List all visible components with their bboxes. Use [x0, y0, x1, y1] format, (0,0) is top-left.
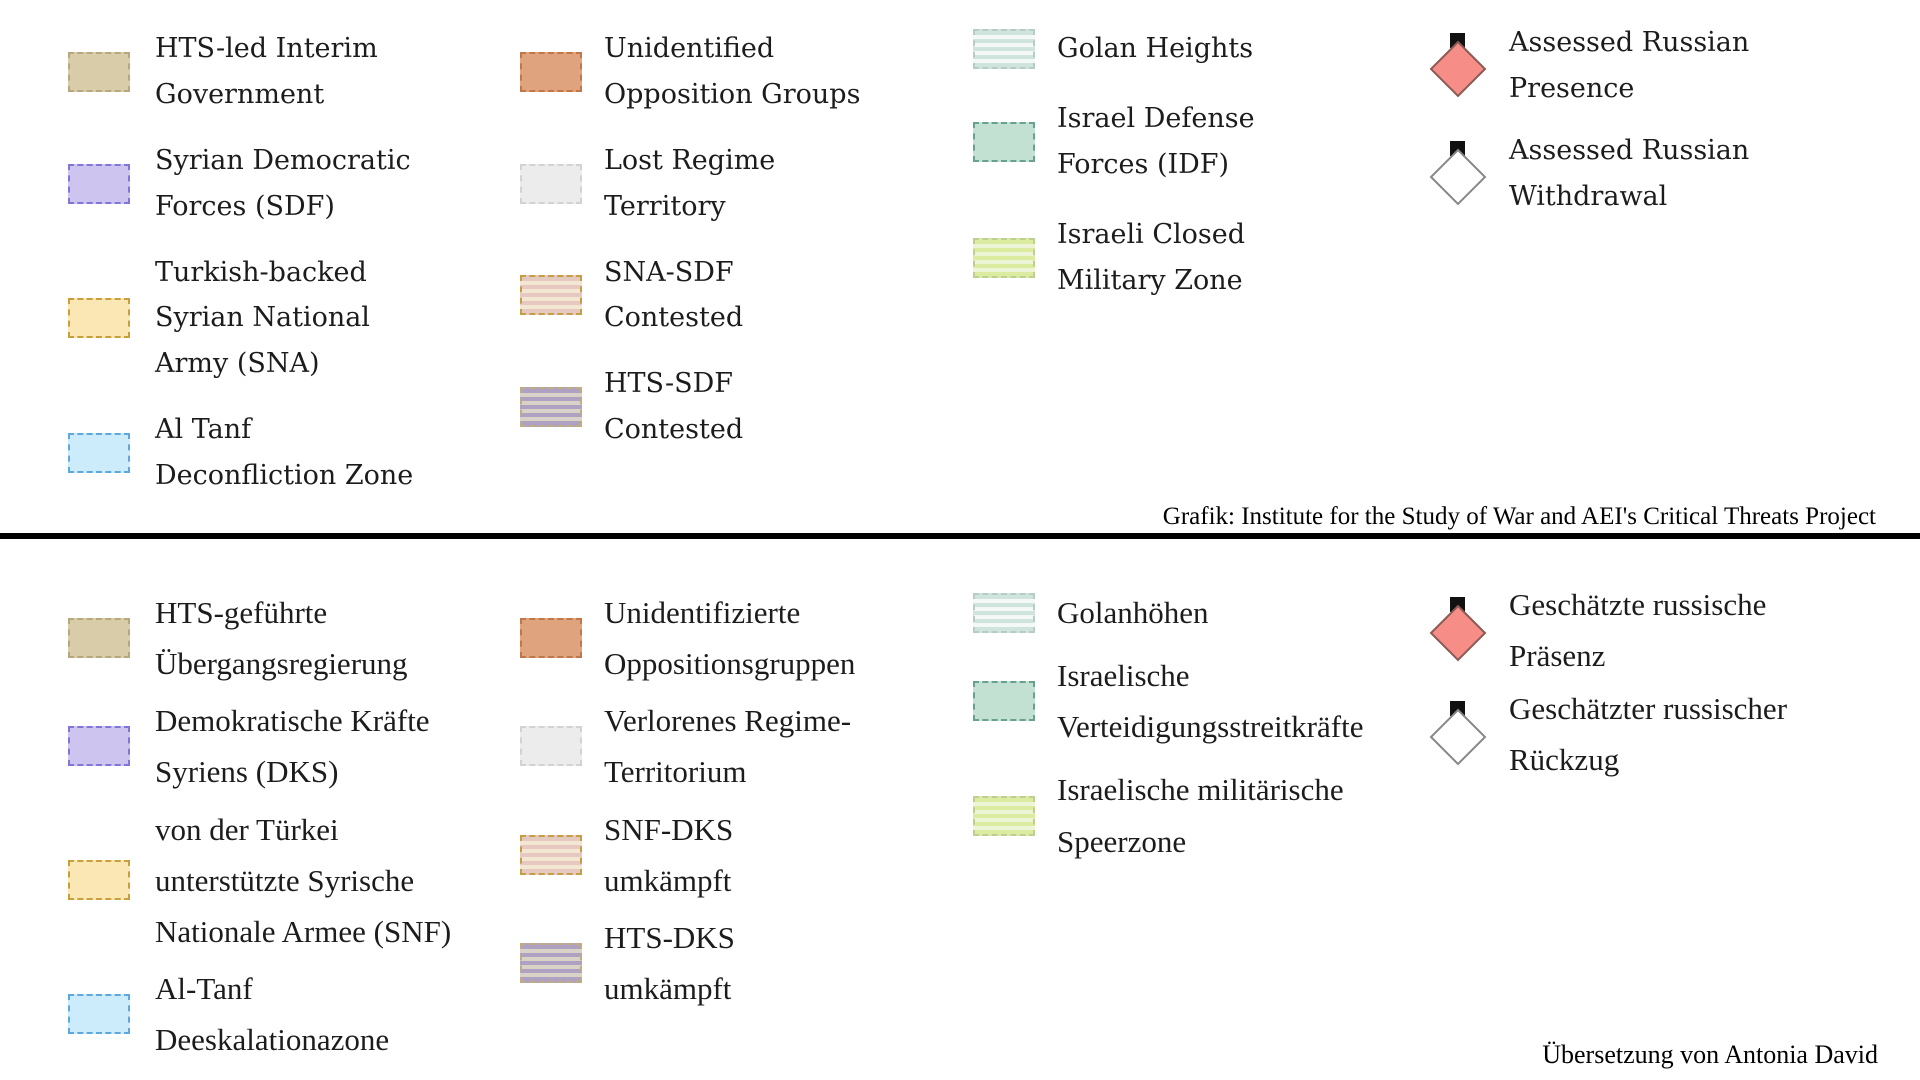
legend-label: Unidentified Opposition Groups: [604, 33, 861, 110]
legend-item-al-tanf: Al Tanf Deconfliction Zone: [68, 407, 413, 499]
unidentified-opposition-swatch: [520, 51, 582, 92]
legend-label: Assessed Russian Withdrawal: [1509, 134, 1750, 212]
snf-swatch: [68, 860, 130, 901]
russian-presence-diamond-icon: [1427, 32, 1489, 99]
legend-item-hts-sdf-contested: HTS-SDF Contested: [520, 361, 860, 453]
legend-item-russian-withdrawal: Assessed Russian Withdrawal: [1427, 128, 1749, 220]
english-legend-column-4: Assessed Russian Presence Assessed Russi…: [1427, 20, 1749, 220]
legend-label: Golan Heights: [1057, 33, 1254, 64]
legend-label: Turkish-backed Syrian National Army (SNA…: [155, 256, 370, 380]
legend-label: HTS-geführte Übergangsregierung: [155, 595, 408, 682]
legend-item-dks: Demokratische Kräfte Syriens (DKS): [68, 695, 451, 797]
israeli-closed-military-zone-swatch: [973, 237, 1035, 278]
unidentifizierte-opposition-swatch: [520, 618, 582, 659]
legend-label: Geschätzter russischer Rückzug: [1509, 691, 1788, 778]
legend-label: Assessed Russian Presence: [1509, 27, 1750, 104]
legend-item-hts-dks-umkaempft: HTS-DKS umkämpft: [520, 912, 855, 1014]
english-legend-section: HTS-led Interim Government Syrian Democr…: [0, 0, 1920, 533]
german-legend-section: HTS-geführte Übergangsregierung Demokrat…: [0, 539, 1920, 1080]
sna-sdf-contested-swatch: [520, 275, 582, 316]
legend-label: Unidentifizierte Oppositionsgruppen: [604, 595, 856, 682]
hts-interim-government-swatch: [68, 51, 130, 92]
sdf-swatch: [68, 163, 130, 204]
legend-label: SNF-DKS umkämpft: [604, 811, 734, 898]
legend-label: Geschätzte russische Präsenz: [1509, 587, 1767, 674]
legend-item-unidentifizierte-opposition: Unidentifizierte Oppositionsgruppen: [520, 587, 855, 689]
verteidigungsstreitkraefte-swatch: [973, 681, 1035, 722]
german-legend-column-3: Golanhöhen Israelische Verteidigungsstre…: [973, 587, 1363, 867]
legend-label: SNA-SDF Contested: [604, 256, 744, 334]
legend-label: HTS-SDF Contested: [604, 368, 744, 446]
golan-heights-swatch: [973, 28, 1035, 69]
legend-item-hts-interim-government: HTS-led Interim Government: [68, 26, 413, 118]
hts-dks-umkaempft-swatch: [520, 942, 582, 983]
legend-item-sna: Turkish-backed Syrian National Army (SNA…: [68, 250, 413, 388]
hts-sdf-contested-swatch: [520, 387, 582, 428]
lost-regime-territory-swatch: [520, 163, 582, 204]
legend-label: Demokratische Kräfte Syriens (DKS): [155, 703, 430, 790]
legend-label: HTS-led Interim Government: [155, 33, 378, 110]
russischer-rueckzug-diamond-icon: [1427, 701, 1489, 767]
legend-item-russian-presence: Assessed Russian Presence: [1427, 20, 1749, 112]
dks-swatch: [68, 726, 130, 767]
english-legend-column-3: Golan Heights Israel Defense Forces (IDF…: [973, 26, 1255, 303]
russische-praesenz-diamond-icon: [1427, 597, 1489, 663]
legend-label: Israeli Closed Military Zone: [1057, 218, 1246, 296]
legend-label: Israelische Verteidigungsstreitkräfte: [1057, 658, 1364, 745]
german-legend-column-4: Geschätzte russische Präsenz Geschätzter…: [1427, 579, 1787, 786]
german-legend-column-1: HTS-geführte Übergangsregierung Demokrat…: [68, 587, 451, 1065]
al-tanf-de-swatch: [68, 994, 130, 1035]
legend-item-hts-uebergangsregierung: HTS-geführte Übergangsregierung: [68, 587, 451, 689]
al-tanf-swatch: [68, 433, 130, 474]
legend-label: von der Türkei unterstützte Syrische Nat…: [155, 811, 452, 949]
idf-swatch: [973, 121, 1035, 162]
legend-item-verteidigungsstreitkraefte: Israelische Verteidigungsstreitkräfte: [973, 650, 1363, 752]
legend-label: Verlorenes Regime- Territorium: [604, 703, 852, 790]
legend-item-russische-praesenz: Geschätzte russische Präsenz: [1427, 579, 1787, 681]
legend-item-verlorenes-regime-territorium: Verlorenes Regime- Territorium: [520, 695, 855, 797]
russian-withdrawal-diamond-icon: [1427, 140, 1489, 207]
legend-item-idf: Israel Defense Forces (IDF): [973, 96, 1255, 188]
snf-dks-umkaempft-swatch: [520, 834, 582, 875]
legend-label: HTS-DKS umkämpft: [604, 919, 735, 1006]
hts-uebergangsregierung-swatch: [68, 618, 130, 659]
legend-item-sna-sdf-contested: SNA-SDF Contested: [520, 250, 860, 342]
legend-item-snf: von der Türkei unterstützte Syrische Nat…: [68, 804, 451, 957]
legend-item-unidentified-opposition: Unidentified Opposition Groups: [520, 26, 860, 118]
german-attribution: Übersetzung von Antonia David: [1542, 1040, 1878, 1069]
legend-label: Israelische militärische Speerzone: [1057, 772, 1344, 859]
german-legend-column-2: Unidentifizierte Oppositionsgruppen Verl…: [520, 587, 855, 1014]
legend-item-snf-dks-umkaempft: SNF-DKS umkämpft: [520, 804, 855, 906]
militaerische-speerzone-swatch: [973, 795, 1035, 836]
legend-item-militaerische-speerzone: Israelische militärische Speerzone: [973, 764, 1363, 866]
section-divider-line: [0, 533, 1920, 539]
legend-item-israeli-closed-military-zone: Israeli Closed Military Zone: [973, 212, 1255, 304]
sna-swatch: [68, 298, 130, 339]
legend-label: Golanhöhen: [1057, 595, 1209, 630]
verlorenes-regime-territorium-swatch: [520, 726, 582, 767]
legend-label: Al Tanf Deconfliction Zone: [155, 414, 414, 492]
english-legend-column-2: Unidentified Opposition Groups Lost Regi…: [520, 26, 860, 453]
legend-item-golanhoehen: Golanhöhen: [973, 587, 1363, 638]
english-legend-column-1: HTS-led Interim Government Syrian Democr…: [68, 26, 413, 499]
legend-label: Israel Defense Forces (IDF): [1057, 102, 1255, 180]
legend-item-golan-heights: Golan Heights: [973, 26, 1255, 72]
golanhoehen-swatch: [973, 592, 1035, 633]
legend-label: Lost Regime Territory: [604, 144, 776, 222]
legend-item-russischer-rueckzug: Geschätzter russischer Rückzug: [1427, 683, 1787, 785]
legend-item-lost-regime-territory: Lost Regime Territory: [520, 138, 860, 230]
english-attribution: Grafik: Institute for the Study of War a…: [1162, 503, 1876, 530]
legend-item-sdf: Syrian Democratic Forces (SDF): [68, 138, 413, 230]
legend-label: Al-Tanf Deeskalationazone: [155, 970, 390, 1058]
legend-label: Syrian Democratic Forces (SDF): [155, 144, 411, 222]
legend-item-al-tanf-de: Al-Tanf Deeskalationazone: [68, 963, 451, 1065]
